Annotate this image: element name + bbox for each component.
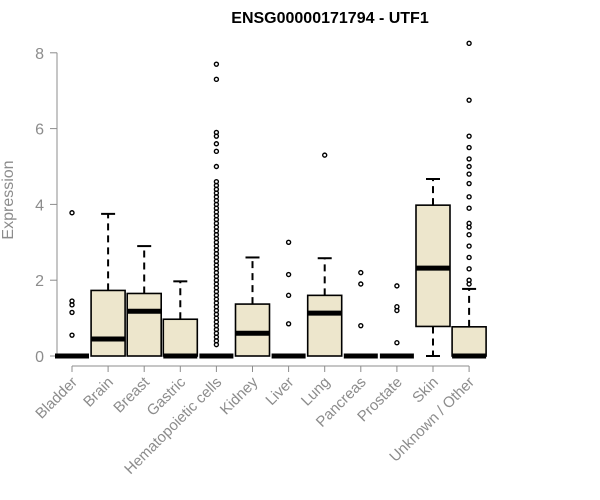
box-iqr (451, 326, 487, 357)
box-iqr (306, 294, 343, 357)
outlier-point (466, 243, 472, 249)
outlier-point (394, 340, 400, 346)
outlier-point (285, 239, 292, 246)
outlier-point (213, 61, 220, 67)
box-iqr (234, 303, 271, 357)
box-group (343, 269, 378, 359)
box-group (379, 283, 414, 359)
outlier-point (466, 171, 472, 177)
y-tick-label: 0 (35, 349, 44, 366)
outlier-point (69, 332, 75, 338)
box-group (199, 61, 234, 359)
outlier-point (69, 210, 75, 216)
outlier-point (322, 152, 328, 158)
y-tick-label: 4 (35, 197, 44, 214)
outlier-point (466, 133, 472, 139)
outlier-point (285, 321, 292, 327)
box-group (271, 239, 306, 359)
outlier-point (466, 224, 472, 230)
outlier-point (466, 97, 472, 103)
box-group (415, 178, 451, 357)
outlier-point (285, 271, 292, 278)
y-tick-label: 8 (35, 46, 44, 63)
box-group (90, 212, 126, 357)
outlier-point (466, 40, 472, 47)
outlier-point (466, 281, 472, 287)
outlier-point (466, 156, 472, 162)
box-iqr (126, 292, 162, 357)
box-group (126, 245, 162, 357)
box-group (234, 256, 271, 357)
box-group (55, 210, 89, 359)
box-group (162, 280, 199, 359)
outlier-point (466, 163, 472, 170)
outlier-point (466, 194, 472, 200)
outlier-point (358, 322, 364, 329)
outlier-point (394, 307, 400, 314)
outlier-point (358, 269, 364, 276)
y-axis: 0 2 4 6 8 (35, 46, 58, 366)
box-iqr (162, 318, 199, 357)
outlier-point (466, 254, 472, 261)
outlier-point (213, 76, 220, 83)
outlier-point (466, 232, 472, 238)
outlier-point (285, 292, 292, 299)
outlier-point (466, 144, 472, 151)
outlier-point (213, 133, 220, 139)
chart-title: ENSG00000171794 - UTF1 (231, 10, 429, 27)
y-tick-label: 2 (35, 273, 44, 290)
outlier-point (466, 205, 472, 211)
outlier-point (69, 302, 75, 308)
outlier-point (213, 141, 220, 147)
boxes (55, 40, 487, 359)
outlier-point (69, 309, 75, 316)
outlier-point (466, 266, 472, 272)
outlier-point (466, 180, 472, 187)
outlier-point (213, 163, 220, 170)
outlier-point (358, 281, 364, 287)
outlier-point (213, 148, 220, 155)
box-group (306, 152, 343, 357)
y-tick-label: 6 (35, 122, 44, 139)
x-tick-label: Bladder (32, 374, 81, 423)
box-iqr (90, 289, 126, 357)
outlier-point (394, 283, 400, 289)
box-group (451, 40, 487, 359)
outlier-point (213, 341, 220, 348)
x-tick-label: Kidney (217, 373, 262, 418)
x-tick-label: Liver (262, 374, 297, 409)
y-axis-label: Expression (0, 160, 17, 239)
